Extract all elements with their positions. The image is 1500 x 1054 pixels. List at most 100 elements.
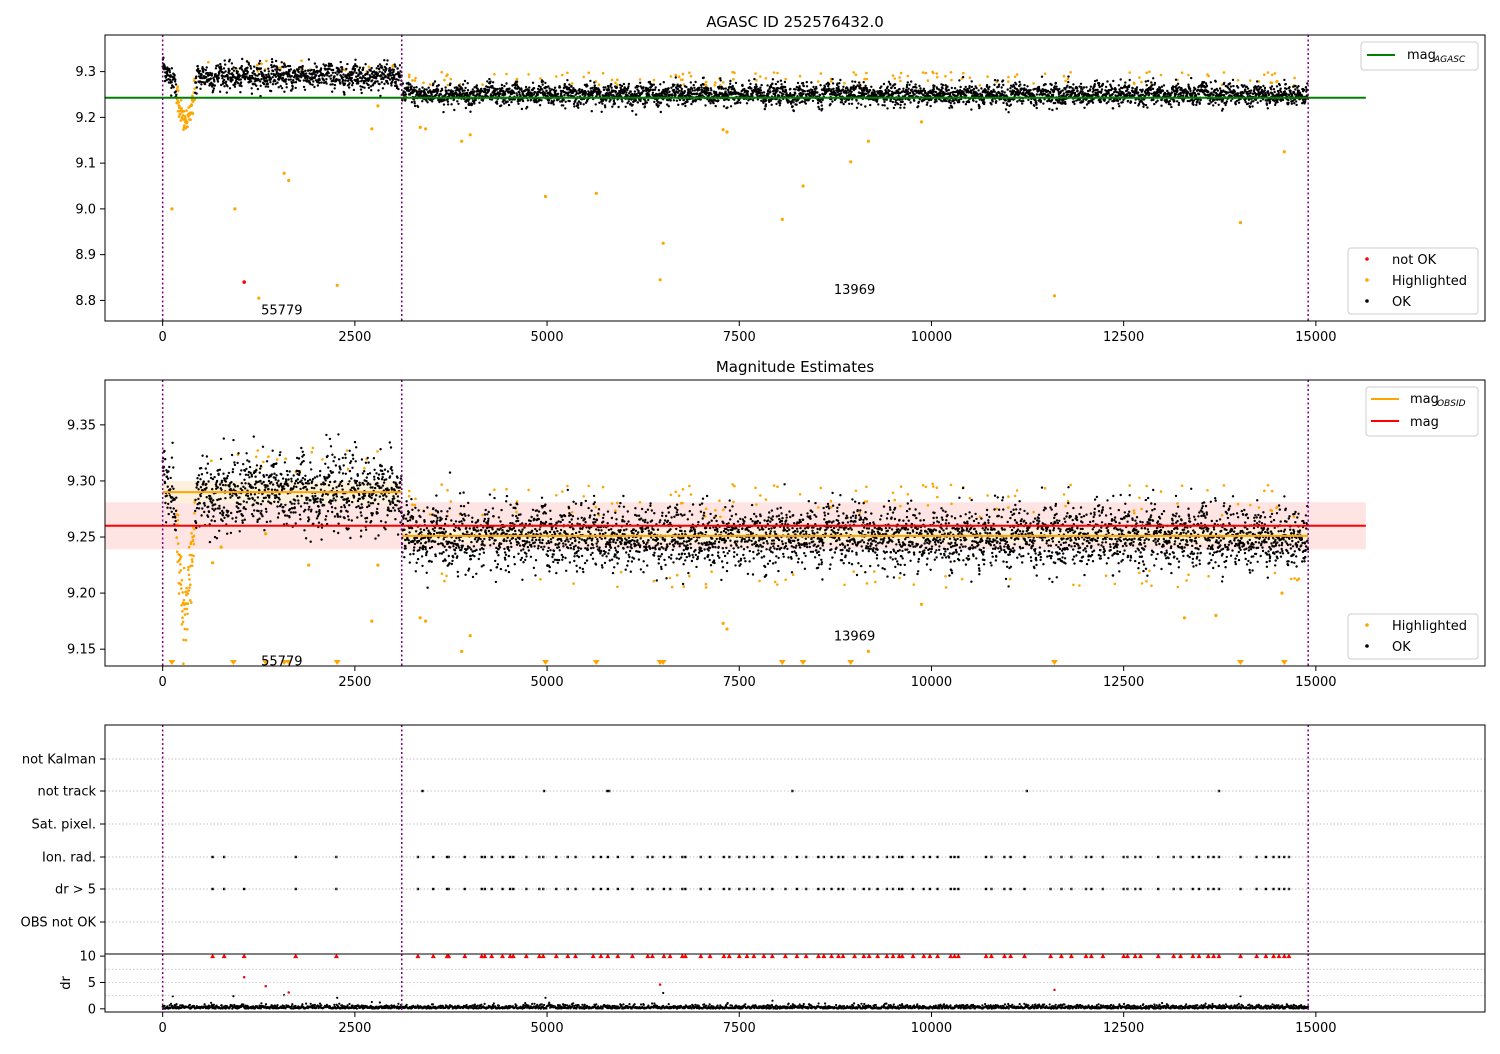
ok-point <box>354 58 357 61</box>
highlighted-point <box>733 71 736 75</box>
ok-point <box>172 86 175 89</box>
ok-point <box>461 83 465 86</box>
ok-point <box>340 70 343 73</box>
ok-point <box>913 93 916 96</box>
ok-point <box>539 85 542 89</box>
ok-point <box>520 107 524 111</box>
ok-point <box>1049 91 1052 95</box>
ok-point <box>1194 87 1197 91</box>
ok-point <box>754 83 758 86</box>
ok-point <box>1194 94 1198 97</box>
ok-point <box>1103 98 1107 101</box>
ok-point <box>804 102 807 105</box>
ok-point <box>307 69 310 72</box>
ok-point <box>1250 89 1253 92</box>
ok-point <box>1001 79 1005 82</box>
highlighted-point <box>179 98 183 102</box>
ok-point <box>204 68 207 72</box>
ok-point <box>1263 86 1267 90</box>
ok-point <box>659 101 663 104</box>
ok-point <box>913 99 916 102</box>
ok-point <box>1035 106 1038 110</box>
ok-point <box>409 83 412 86</box>
ok-point <box>577 100 581 103</box>
highlighted-point <box>493 73 496 76</box>
ok-point <box>496 102 499 105</box>
ok-point <box>398 72 401 75</box>
ok-point <box>586 84 589 88</box>
ok-point <box>910 88 914 91</box>
ok-point <box>1151 83 1154 87</box>
ok-point <box>344 79 347 82</box>
ok-point <box>430 93 433 97</box>
ok-point <box>821 98 824 102</box>
ok-point <box>552 103 555 106</box>
highlighted-point <box>843 81 846 85</box>
highlighted-point <box>950 78 953 82</box>
ok-point <box>444 86 447 89</box>
ok-point <box>670 86 673 90</box>
ok-point <box>541 88 544 91</box>
ok-point <box>364 62 367 66</box>
ok-point <box>820 104 823 107</box>
ok-point <box>1085 86 1088 89</box>
highlighted-point <box>1187 73 1190 77</box>
ok-point <box>729 79 732 83</box>
ok-point <box>333 87 336 90</box>
ok-point <box>413 86 416 89</box>
ok-point <box>996 79 999 82</box>
ok-point <box>331 90 334 93</box>
ok-point <box>320 81 323 84</box>
ok-point <box>383 82 386 86</box>
ok-point <box>607 93 610 96</box>
ok-point <box>358 66 362 70</box>
ok-point <box>449 82 452 85</box>
highlighted-point <box>1138 76 1141 79</box>
ok-point <box>480 87 483 91</box>
highlighted-point <box>566 71 569 75</box>
ok-point <box>668 90 671 94</box>
ok-point <box>883 104 886 107</box>
ok-point <box>1152 77 1155 80</box>
ok-point <box>659 110 662 114</box>
ok-point <box>1236 92 1240 95</box>
ok-point <box>702 76 705 79</box>
ok-point <box>1204 82 1208 85</box>
ok-point <box>370 66 373 70</box>
ok-point <box>328 75 331 78</box>
ok-point <box>1259 86 1263 89</box>
ok-point <box>977 89 980 92</box>
ok-point <box>526 99 530 102</box>
ok-point <box>775 102 778 106</box>
ok-point <box>280 61 283 64</box>
ok-point <box>802 92 805 96</box>
ok-point <box>827 83 831 86</box>
ok-point <box>1170 91 1174 94</box>
ok-point <box>486 85 489 89</box>
ok-point <box>710 89 713 92</box>
highlighted-point <box>1062 74 1066 78</box>
ok-point <box>322 79 326 82</box>
ok-point <box>536 93 539 96</box>
ok-point <box>950 86 953 90</box>
ok-point <box>854 80 857 84</box>
ok-point <box>1198 102 1202 106</box>
ok-point <box>599 90 602 94</box>
ok-point <box>220 83 223 87</box>
ok-point <box>234 67 237 70</box>
ok-point <box>828 87 831 91</box>
ok-point <box>257 78 260 82</box>
ok-point <box>902 87 905 91</box>
ok-point <box>1144 103 1148 107</box>
ok-point <box>250 87 253 90</box>
ok-point <box>842 88 845 92</box>
highlighted-point <box>754 72 757 75</box>
ok-point <box>852 84 855 88</box>
ok-point <box>290 81 294 85</box>
ok-point <box>388 66 391 70</box>
ok-point <box>1083 106 1086 110</box>
ok-point <box>314 79 318 82</box>
ok-point <box>440 88 444 92</box>
ok-point <box>505 82 508 85</box>
ok-point <box>819 84 822 87</box>
